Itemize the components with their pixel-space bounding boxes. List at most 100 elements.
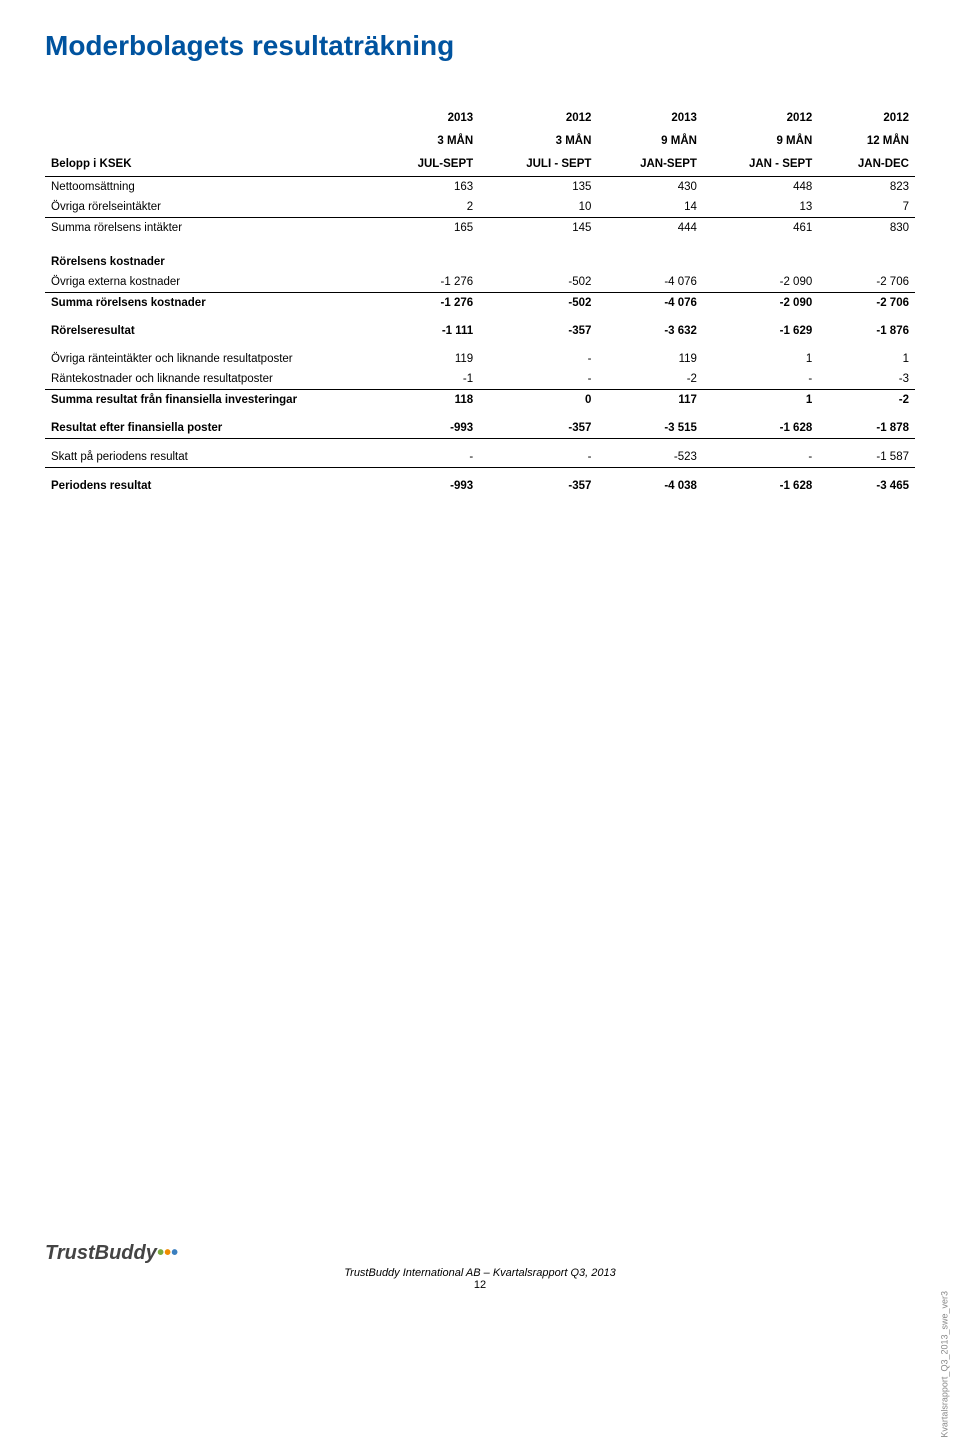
cell: 0 bbox=[479, 389, 597, 410]
table-row: Nettoomsättning163135430448823 bbox=[45, 176, 915, 197]
cell: -2 bbox=[818, 389, 915, 410]
row-label: Summa rörelsens intäkter bbox=[45, 217, 376, 238]
col-1-l2: 3 MÅN bbox=[376, 130, 480, 153]
table-row bbox=[45, 238, 915, 246]
cell: 448 bbox=[703, 176, 818, 197]
footer: TrustBuddy••• TrustBuddy International A… bbox=[0, 1242, 960, 1291]
row-label: Övriga rörelseintäkter bbox=[45, 197, 376, 218]
cell: -3 bbox=[818, 369, 915, 390]
footer-title: TrustBuddy International AB – Kvartalsra… bbox=[45, 1267, 915, 1279]
cell: - bbox=[479, 349, 597, 369]
table-row bbox=[45, 410, 915, 418]
cell: -3 515 bbox=[597, 418, 703, 439]
cell: -3 465 bbox=[818, 476, 915, 496]
cell: -3 632 bbox=[597, 321, 703, 341]
cell: 119 bbox=[597, 349, 703, 369]
table-row: Summa rörelsens kostnader-1 276-502-4 07… bbox=[45, 292, 915, 313]
cell: -1 587 bbox=[818, 447, 915, 468]
income-statement-table: 2013 2012 2013 2012 2012 3 MÅN 3 MÅN 9 M… bbox=[45, 107, 915, 496]
cell: 117 bbox=[597, 389, 703, 410]
cell: 830 bbox=[818, 217, 915, 238]
cell: - bbox=[376, 447, 480, 468]
table-row: Summa resultat från finansiella invester… bbox=[45, 389, 915, 410]
table-header: 2013 2012 2013 2012 2012 3 MÅN 3 MÅN 9 M… bbox=[45, 107, 915, 176]
cell: -4 076 bbox=[597, 272, 703, 293]
cell: 118 bbox=[376, 389, 480, 410]
col-2-l3: JULI - SEPT bbox=[479, 153, 597, 176]
cell: 2 bbox=[376, 197, 480, 218]
table-row bbox=[45, 467, 915, 476]
row-label: Rörelseresultat bbox=[45, 321, 376, 341]
cell: -1 276 bbox=[376, 292, 480, 313]
col-2-l2: 3 MÅN bbox=[479, 130, 597, 153]
row-label: Skatt på periodens resultat bbox=[45, 447, 376, 468]
side-label: Kvartalsrapport_Q3_2013_swe_ver3 bbox=[940, 1291, 950, 1438]
cell: - bbox=[703, 447, 818, 468]
col-4-l2: 9 MÅN bbox=[703, 130, 818, 153]
cell: -4 038 bbox=[597, 476, 703, 496]
col-5-l3: JAN-DEC bbox=[818, 153, 915, 176]
cell: -502 bbox=[479, 272, 597, 293]
table-row: Resultat efter finansiella poster-993-35… bbox=[45, 418, 915, 439]
cell: -1 628 bbox=[703, 476, 818, 496]
cell: -2 706 bbox=[818, 292, 915, 313]
cell: 163 bbox=[376, 176, 480, 197]
cell: 430 bbox=[597, 176, 703, 197]
cell: -2 090 bbox=[703, 272, 818, 293]
cell: 444 bbox=[597, 217, 703, 238]
cell: -2 706 bbox=[818, 272, 915, 293]
col-1-l3: JUL-SEPT bbox=[376, 153, 480, 176]
row-label: Räntekostnader och liknande resultatpost… bbox=[45, 369, 376, 390]
cell: 165 bbox=[376, 217, 480, 238]
row-label: Resultat efter finansiella poster bbox=[45, 418, 376, 439]
table-row: Summa rörelsens intäkter165145444461830 bbox=[45, 217, 915, 238]
cell: -502 bbox=[479, 292, 597, 313]
col-0-l3: Belopp i KSEK bbox=[45, 153, 376, 176]
cell: -1 629 bbox=[703, 321, 818, 341]
cell: -357 bbox=[479, 321, 597, 341]
row-label: Summa rörelsens kostnader bbox=[45, 292, 376, 313]
row-label: Nettoomsättning bbox=[45, 176, 376, 197]
cell: -357 bbox=[479, 476, 597, 496]
col-4-l1: 2012 bbox=[703, 107, 818, 130]
cell: 14 bbox=[597, 197, 703, 218]
row-label: Summa resultat från finansiella invester… bbox=[45, 389, 376, 410]
cell: - bbox=[479, 447, 597, 468]
cell: 13 bbox=[703, 197, 818, 218]
cell: 1 bbox=[818, 349, 915, 369]
table-row bbox=[45, 313, 915, 321]
table-row: Skatt på periodens resultat---523--1 587 bbox=[45, 447, 915, 468]
cell: 1 bbox=[703, 349, 818, 369]
cell: -993 bbox=[376, 418, 480, 439]
cell: -1 628 bbox=[703, 418, 818, 439]
col-3-l1: 2013 bbox=[597, 107, 703, 130]
cell: 823 bbox=[818, 176, 915, 197]
cell: 1 bbox=[703, 389, 818, 410]
cell: - bbox=[479, 369, 597, 390]
col-2-l1: 2012 bbox=[479, 107, 597, 130]
col-3-l3: JAN-SEPT bbox=[597, 153, 703, 176]
cell: -1 876 bbox=[818, 321, 915, 341]
table-row: Övriga ränteintäkter och liknande result… bbox=[45, 349, 915, 369]
row-label: Periodens resultat bbox=[45, 476, 376, 496]
col-5-l1: 2012 bbox=[818, 107, 915, 130]
page-title: Moderbolagets resultaträkning bbox=[45, 30, 915, 62]
page-number: 12 bbox=[45, 1279, 915, 1291]
row-label: Övriga externa kostnader bbox=[45, 272, 376, 293]
cell: -1 111 bbox=[376, 321, 480, 341]
cell: -1 276 bbox=[376, 272, 480, 293]
table-row: Räntekostnader och liknande resultatpost… bbox=[45, 369, 915, 390]
col-4-l3: JAN - SEPT bbox=[703, 153, 818, 176]
cell: -357 bbox=[479, 418, 597, 439]
table-row: Övriga rörelseintäkter21014137 bbox=[45, 197, 915, 218]
cell: -4 076 bbox=[597, 292, 703, 313]
table-row bbox=[45, 438, 915, 447]
cell: 7 bbox=[818, 197, 915, 218]
col-3-l2: 9 MÅN bbox=[597, 130, 703, 153]
table-body: Nettoomsättning163135430448823Övriga rör… bbox=[45, 176, 915, 496]
row-label: Övriga ränteintäkter och liknande result… bbox=[45, 349, 376, 369]
table-row: Övriga externa kostnader-1 276-502-4 076… bbox=[45, 272, 915, 293]
cell: -993 bbox=[376, 476, 480, 496]
logo: TrustBuddy••• bbox=[45, 1242, 178, 1265]
table-row: Rörelsens kostnader bbox=[45, 246, 915, 272]
